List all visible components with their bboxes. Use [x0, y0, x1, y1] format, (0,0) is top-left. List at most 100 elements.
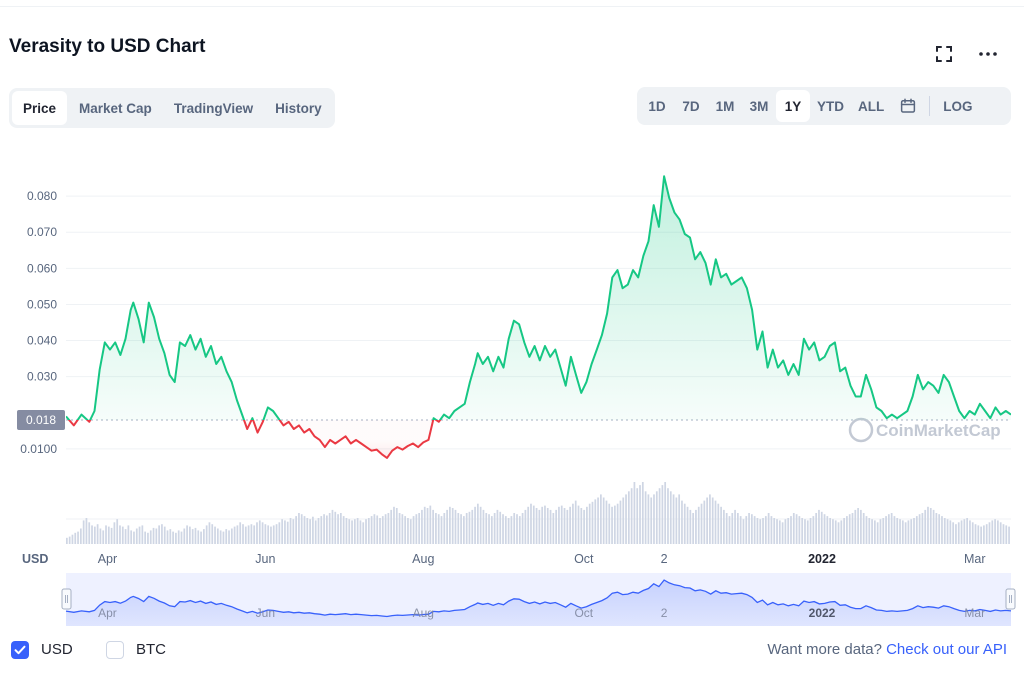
- range-ytd-button[interactable]: YTD: [817, 98, 844, 114]
- volume-bar: [622, 497, 625, 544]
- volume-bar: [871, 519, 873, 544]
- volume-bar: [653, 494, 655, 544]
- volume-bar: [860, 509, 862, 544]
- volume-bar: [116, 519, 119, 544]
- volume-bar: [107, 526, 110, 544]
- volume-bar: [105, 525, 107, 544]
- volume-bar: [804, 519, 806, 544]
- btc-checkbox[interactable]: [106, 641, 124, 659]
- volume-bar: [68, 536, 71, 544]
- y-tick-label: 0.030: [27, 370, 57, 384]
- volume-bar: [488, 514, 490, 544]
- volume-bar: [177, 530, 180, 544]
- volume-bar: [952, 522, 955, 544]
- volume-bar: [334, 511, 337, 544]
- volume-bar: [549, 509, 552, 544]
- tab-market-cap[interactable]: Market Cap: [79, 100, 152, 116]
- volume-bar: [133, 531, 135, 544]
- volume-bar: [85, 518, 88, 544]
- volume-bar: [258, 520, 261, 544]
- volume-bar: [200, 531, 202, 544]
- volume-bar: [935, 513, 938, 544]
- volume-bar: [454, 509, 457, 544]
- range-1y-button[interactable]: 1Y: [776, 90, 810, 122]
- volume-bar: [946, 519, 949, 544]
- range-7d-button[interactable]: 7D: [682, 98, 700, 114]
- volume-bar: [66, 537, 68, 544]
- x-axis-ticks: Apr Jun Aug Oct 2 2022 Mar: [98, 552, 986, 566]
- usd-checkbox[interactable]: [11, 641, 29, 659]
- volume-bar: [753, 516, 756, 544]
- volume-bar: [678, 494, 681, 544]
- api-link[interactable]: Check out our API: [886, 641, 1007, 658]
- volume-bar: [518, 516, 521, 544]
- volume-bar: [351, 520, 353, 544]
- range-3m-button[interactable]: 3M: [749, 98, 769, 114]
- tab-history[interactable]: History: [275, 100, 322, 116]
- volume-bar: [655, 491, 658, 544]
- btc-checkbox-label[interactable]: BTC: [136, 641, 166, 658]
- volume-bar: [720, 506, 722, 544]
- volume-bar: [228, 530, 230, 544]
- range-navigator[interactable]: Apr Jun Aug Oct 2 2022 Mar: [61, 573, 1016, 626]
- volume-bar: [862, 513, 865, 544]
- volume-bar: [345, 518, 348, 544]
- calendar-icon[interactable]: [891, 90, 925, 122]
- log-scale-button[interactable]: LOG: [943, 98, 973, 114]
- volume-bar: [172, 531, 174, 544]
- range-all-button[interactable]: ALL: [858, 98, 885, 114]
- navigator-left-handle[interactable]: [61, 588, 72, 610]
- volume-bar: [619, 500, 622, 544]
- volume-bar: [339, 513, 342, 544]
- tab-tradingview[interactable]: TradingView: [173, 100, 254, 116]
- volume-bar: [672, 494, 675, 544]
- volume-bar: [837, 522, 840, 544]
- volume-bar: [776, 519, 778, 544]
- more-horizontal-icon[interactable]: [976, 42, 1000, 66]
- volume-bar: [121, 526, 124, 544]
- volume-bar: [784, 519, 787, 544]
- volume-bar: [468, 511, 471, 544]
- volume-bar: [110, 527, 113, 544]
- volume-bar: [309, 519, 311, 544]
- volume-bar: [832, 519, 834, 544]
- volume-bar: [748, 513, 750, 544]
- volume-bar: [474, 506, 476, 544]
- volume-bar: [244, 526, 247, 544]
- volume-bar: [848, 514, 851, 544]
- range-1d-button[interactable]: 1D: [648, 98, 666, 114]
- volume-bar: [985, 524, 988, 544]
- volume-bar: [538, 509, 541, 544]
- volume-bar: [773, 518, 776, 544]
- volume-bar: [988, 522, 991, 544]
- volume-bar: [443, 513, 446, 544]
- navigator-right-handle[interactable]: [1005, 588, 1016, 610]
- volume-bar: [222, 531, 225, 544]
- y-tick-label: 0.080: [27, 189, 57, 203]
- volume-bar: [256, 522, 258, 544]
- volume-bar: [728, 516, 731, 544]
- time-range-selector: 1D 7D 1M 3M 1Y YTD ALL LOG: [637, 87, 1011, 125]
- volume-bar: [1005, 525, 1008, 544]
- volume-bar: [233, 526, 236, 544]
- volume-bar: [527, 506, 530, 544]
- volume-bar: [541, 506, 544, 544]
- usd-checkbox-label[interactable]: USD: [41, 641, 73, 658]
- volume-bar: [566, 509, 569, 544]
- volume-bar: [370, 516, 373, 544]
- volume-bar: [272, 525, 275, 544]
- volume-bar: [225, 529, 228, 544]
- tab-price[interactable]: Price: [12, 91, 68, 125]
- range-1m-button[interactable]: 1M: [715, 98, 735, 114]
- volume-bar: [781, 522, 784, 544]
- volume-bar: [152, 527, 155, 544]
- price-chart[interactable]: 0.0100 0.030 0.040 0.050 0.060 0.070 0.080 Coi…: [0, 130, 1024, 630]
- expand-icon[interactable]: [932, 42, 956, 66]
- volume-bar: [661, 485, 664, 544]
- volume-bar: [398, 513, 401, 544]
- volume-bar: [504, 516, 507, 544]
- y-tick-label: 0.050: [27, 297, 57, 311]
- volume-bar: [437, 514, 440, 544]
- volume-bar: [440, 516, 443, 544]
- volume-bar: [555, 509, 558, 544]
